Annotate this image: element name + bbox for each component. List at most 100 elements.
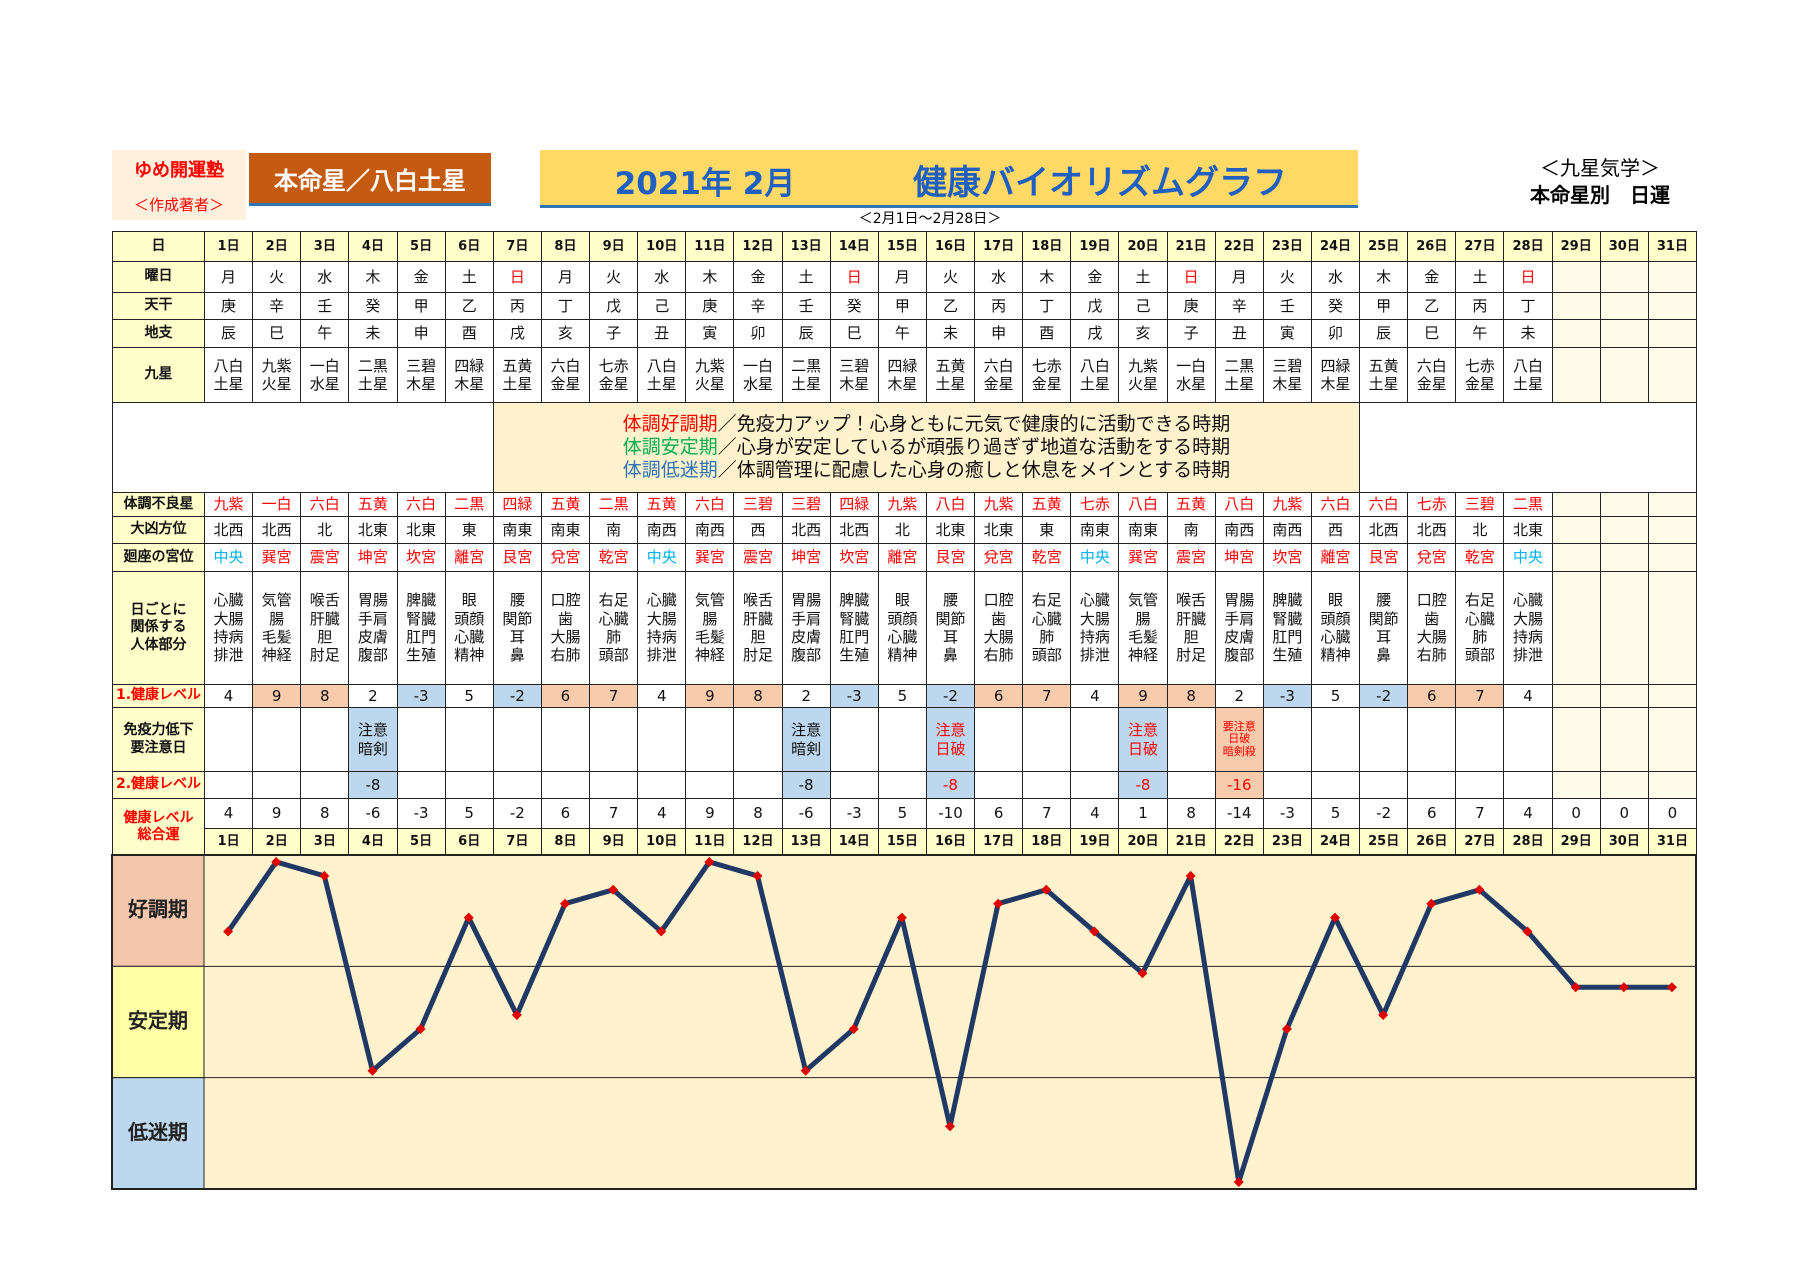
table-cell: 腰 関節 耳 鼻	[492, 571, 542, 685]
day-header: 23日	[1262, 828, 1312, 856]
day-header: 13日	[781, 231, 831, 262]
table-cell	[1647, 319, 1697, 348]
row-label: 日ごとに 関係する 人体部分	[112, 571, 205, 685]
day-header: 21日	[1166, 828, 1216, 856]
subtitle: 本命星別 日運	[1530, 183, 1670, 207]
band-label: 低迷期	[127, 1120, 188, 1144]
data-point	[511, 1010, 522, 1021]
table-cell: 口腔 歯 大腸 右肺	[540, 571, 591, 685]
band-label: 安定期	[128, 1009, 188, 1033]
table-cell: 五黄 土星	[1359, 347, 1409, 403]
data-point	[559, 898, 570, 909]
day-header: 12日	[733, 231, 783, 262]
day-header: 8日	[540, 231, 591, 262]
data-point	[608, 884, 619, 895]
day-header: 13日	[781, 828, 831, 856]
row-label: 曜日	[112, 261, 205, 293]
band	[111, 1077, 205, 1190]
data-point	[1089, 926, 1100, 937]
blank-cell	[1359, 402, 1697, 493]
data-point	[1666, 982, 1677, 993]
day-header: 26日	[1407, 231, 1457, 262]
table-cell	[1599, 543, 1649, 572]
data-point	[945, 1121, 955, 1132]
data-point	[1570, 982, 1581, 993]
data-point	[800, 1065, 811, 1076]
data-point	[1522, 926, 1533, 937]
table-cell: 四緑 木星	[1310, 347, 1361, 403]
day-header: 4日	[348, 828, 398, 856]
row-label: 1.健康レベル	[112, 684, 205, 708]
day-header: 28日	[1503, 231, 1553, 262]
table-cell: 9	[685, 684, 735, 708]
table-cell: -8	[1118, 771, 1168, 799]
day-header: 31日	[1647, 231, 1697, 262]
data-point	[319, 870, 330, 881]
day-header: 31日	[1647, 828, 1697, 856]
day-header: 7日	[492, 828, 542, 856]
org-box	[112, 150, 246, 220]
legend-box: 体調好調期／免疫力アップ！心身ともに元気で健康的に活動できる時期 体調安定期／心身…	[492, 402, 1361, 493]
day-header: 25日	[1359, 231, 1409, 262]
day-header: 11日	[685, 231, 735, 262]
row-label: 大凶方位	[112, 516, 205, 544]
title-box	[540, 150, 1358, 208]
data-point	[1233, 1177, 1244, 1188]
legend-term: 体調安定期	[622, 436, 718, 459]
day-header: 29日	[1551, 231, 1601, 262]
data-point	[1330, 912, 1341, 923]
day-header: 21日	[1166, 231, 1216, 262]
table-cell: 眼 頭顔 心臓 精神	[877, 571, 927, 685]
data-point	[1281, 1023, 1292, 1034]
table-cell: 注意 暗剣	[781, 707, 831, 772]
data-point	[1185, 870, 1196, 881]
data-point	[896, 912, 907, 923]
day-header: 5日	[396, 231, 446, 262]
table-cell: 注意 日破	[1118, 707, 1168, 772]
period: ＜2月1日～2月28日＞	[858, 211, 1002, 227]
legend-line: 体調低迷期／体調管理に配慮した心身の癒しと休息をメインとする時期	[623, 459, 1230, 482]
table-cell: 四緑 木星	[444, 347, 494, 403]
table-cell: 一白 水星	[300, 347, 350, 403]
data-point	[1426, 898, 1437, 909]
table-cell	[1599, 571, 1649, 685]
day-header: 7日	[492, 231, 542, 262]
table-cell	[1551, 707, 1601, 772]
data-point	[415, 1023, 426, 1034]
day-header: 1日	[204, 231, 254, 262]
data-point	[993, 898, 1004, 909]
row-label: 免疫力低下 要注意日	[112, 707, 205, 772]
day-header: 17日	[974, 231, 1024, 262]
table-cell: 腰 関節 耳 鼻	[925, 571, 976, 685]
day-header: 16日	[925, 828, 976, 856]
data-point	[848, 1023, 859, 1034]
day-header: 6日	[444, 231, 494, 262]
table-cell	[1599, 771, 1649, 799]
data-point	[1378, 1010, 1389, 1021]
plot-area	[204, 855, 1696, 1189]
data-point	[1474, 884, 1485, 895]
table-cell	[1647, 543, 1697, 572]
day-header: 4日	[348, 231, 398, 262]
day-header: 2日	[252, 231, 302, 262]
blank-cell	[112, 402, 494, 493]
band	[111, 965, 205, 1079]
table-cell: 6	[1407, 684, 1457, 708]
data-point	[367, 1065, 378, 1076]
row-label: 2.健康レベル	[112, 771, 205, 799]
table-cell	[1599, 347, 1649, 403]
day-header: 5日	[396, 828, 446, 856]
row-label: 廻座の宮位	[112, 543, 205, 572]
table-cell: 五黄 土星	[925, 347, 976, 403]
data-point	[704, 856, 715, 867]
day-header: 19日	[1070, 828, 1120, 856]
table-cell: -2	[1359, 684, 1409, 708]
table-cell: -2	[925, 684, 976, 708]
table-cell	[1551, 684, 1601, 708]
table-cell	[1599, 707, 1649, 772]
table-cell	[1551, 347, 1601, 403]
day-header: 23日	[1262, 231, 1312, 262]
day-header: 14日	[829, 828, 879, 856]
table-cell: -3	[829, 684, 879, 708]
